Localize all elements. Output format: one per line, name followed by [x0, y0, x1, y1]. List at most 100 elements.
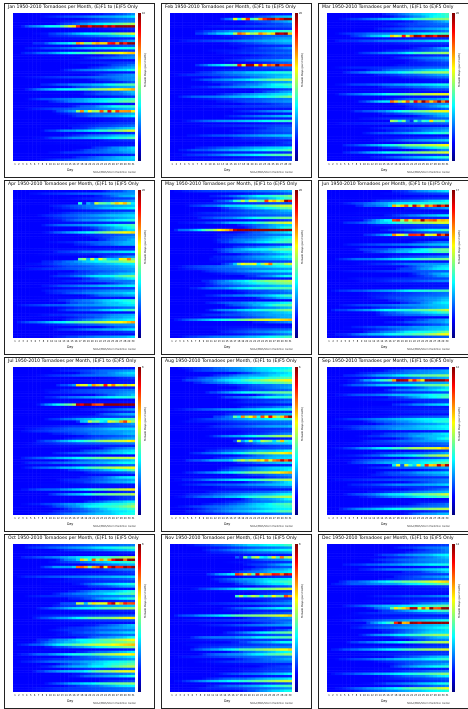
heatmap-cell [99, 32, 104, 36]
heatmap-cell [75, 144, 81, 147]
heatmap-cell [386, 100, 391, 103]
heatmap-cell [199, 85, 204, 89]
heatmap-cell [401, 42, 406, 45]
heatmap-cell [212, 59, 217, 62]
heatmap-cell [107, 88, 112, 91]
heatmap-cell [233, 83, 238, 86]
heatmap-cell [283, 146, 288, 150]
heatmap-cell [60, 102, 65, 106]
heatmap-cell [13, 17, 18, 21]
heatmap-cell [56, 153, 61, 157]
heatmap-cell [258, 100, 263, 103]
heatmap-cell [107, 71, 112, 74]
heatmap-cell [249, 112, 255, 116]
heatmap-cell [350, 56, 355, 60]
heatmap-cell [44, 144, 49, 147]
heatmap-cell [245, 119, 251, 123]
heatmap-cell [262, 73, 267, 77]
heatmap-cell [386, 49, 391, 53]
heatmap-cell [354, 54, 359, 57]
heatmap-cell [382, 44, 387, 48]
heatmap-cell [87, 141, 92, 145]
heatmap-cell [119, 114, 124, 118]
heatmap-cell [87, 105, 92, 108]
heatmap-cell [28, 51, 33, 55]
heatmap-cell [79, 119, 85, 123]
x-tick-label: 9 [46, 163, 47, 166]
heatmap-cell [174, 83, 179, 86]
x-tick-label: 28 [120, 163, 123, 166]
heatmap-cell [75, 95, 81, 99]
heatmap-cell [36, 100, 41, 103]
heatmap-cell [48, 148, 53, 152]
heatmap-cell [195, 144, 200, 147]
heatmap-cell [366, 51, 371, 55]
heatmap-cell [75, 51, 81, 55]
heatmap-cell [24, 129, 29, 133]
heatmap-cell [91, 148, 96, 152]
heatmap-cell [287, 110, 292, 113]
heatmap-cell [207, 27, 213, 31]
heatmap-cell [36, 73, 41, 77]
heatmap-cell [417, 61, 422, 65]
heatmap-cell [283, 13, 288, 16]
heatmap-cell [13, 76, 18, 79]
y-tick-label: 2000 [163, 37, 170, 39]
heatmap-cell [283, 141, 288, 145]
heatmap-cell [16, 141, 22, 145]
heatmap-cell [401, 44, 406, 48]
heatmap-cell [115, 22, 120, 26]
heatmap-cell [103, 59, 108, 62]
heatmap-cell [195, 146, 200, 150]
heatmap-cell [107, 15, 112, 19]
heatmap-cell [237, 78, 242, 82]
heatmap-cell [275, 112, 280, 116]
heatmap-cell [56, 29, 61, 33]
heatmap-cell [95, 54, 100, 57]
heatmap-cell [429, 61, 434, 65]
heatmap-cell [44, 73, 49, 77]
heatmap-cell [79, 117, 85, 120]
heatmap-cell [228, 144, 234, 147]
heatmap-cell [13, 102, 18, 106]
heatmap-cell [207, 139, 213, 142]
heatmap-cell [40, 59, 45, 62]
heatmap-cell [233, 146, 238, 150]
heatmap-cell [207, 85, 213, 89]
heatmap-cell [191, 93, 196, 96]
heatmap-cell [366, 93, 371, 96]
heatmap-cell [283, 119, 288, 123]
heatmap-cell [279, 13, 284, 16]
heatmap-cell [421, 42, 426, 45]
heatmap-cell [68, 139, 73, 142]
heatmap-cell [266, 144, 272, 147]
heatmap-cell [13, 22, 18, 26]
heatmap-cell [338, 49, 343, 53]
heatmap-cell [48, 144, 53, 147]
heatmap-cell [354, 80, 359, 84]
heatmap-cell [127, 34, 132, 38]
heatmap-cell [433, 93, 438, 96]
heatmap-cell [56, 122, 61, 125]
heatmap-cell [346, 15, 351, 19]
heatmap-cell [36, 117, 41, 120]
heatmap-cell [258, 22, 263, 26]
heatmap-cell [20, 34, 26, 38]
heatmap-cell [245, 29, 251, 33]
heatmap-cell [425, 39, 430, 43]
heatmap-cell [20, 78, 26, 82]
heatmap-cell [32, 51, 37, 55]
heatmap-cell [48, 39, 53, 43]
heatmap-cell [275, 100, 280, 103]
heatmap-cell [182, 22, 188, 26]
heatmap-cell [437, 17, 442, 21]
heatmap-cell [266, 129, 272, 133]
heatmap-cell [270, 117, 276, 120]
heatmap-cell [389, 107, 395, 111]
heatmap-cell [56, 54, 61, 57]
heatmap-cell [366, 20, 371, 23]
heatmap-cell [131, 153, 135, 157]
heatmap-cell [48, 68, 53, 72]
heatmap-cell [64, 29, 69, 33]
heatmap-cell [56, 158, 61, 161]
